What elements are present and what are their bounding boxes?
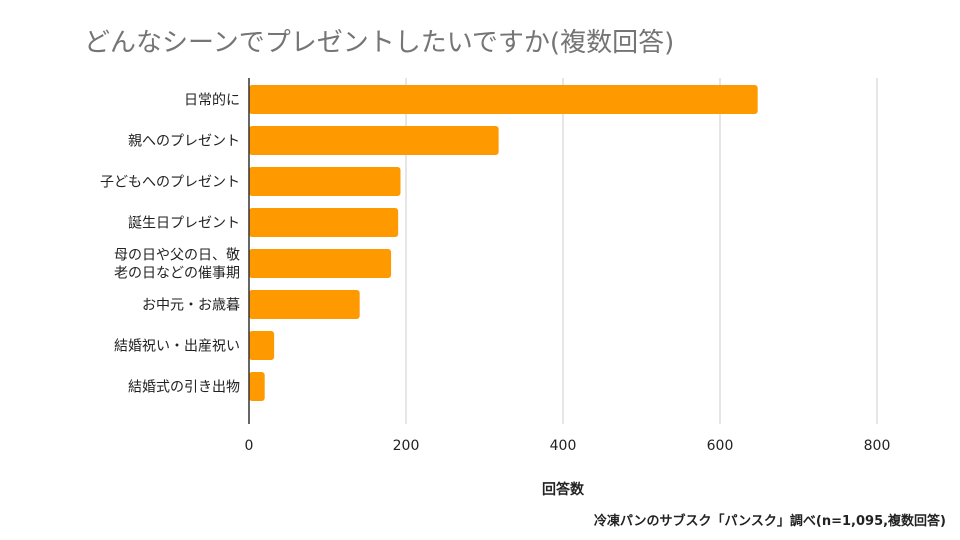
bar xyxy=(249,331,275,360)
category-label: 親へのプレゼント xyxy=(128,134,240,150)
bar xyxy=(249,249,392,278)
x-tick-label: 600 xyxy=(707,438,734,454)
x-tick-label: 400 xyxy=(550,438,577,454)
category-label: 誕生日プレゼント xyxy=(128,216,240,232)
bar xyxy=(249,85,758,114)
bar xyxy=(249,208,399,237)
x-tick-label: 200 xyxy=(393,438,420,454)
bars xyxy=(249,85,758,401)
chart-title: どんなシーンでプレゼントしたいですか(複数回答) xyxy=(84,28,675,58)
x-tick-label: 800 xyxy=(864,438,891,454)
category-label: 母の日や父の日、敬 xyxy=(114,248,240,264)
bar xyxy=(249,126,499,155)
source-note: 冷凍パンのサブスク「パンスク」調べ(n=1,095,複数回答) xyxy=(593,514,946,529)
x-axis-title: 回答数 xyxy=(542,481,585,498)
category-labels: 日常的に親へのプレゼント子どもへのプレゼント誕生日プレゼント母の日や父の日、敬老… xyxy=(100,93,240,396)
bar xyxy=(249,372,265,401)
bar xyxy=(249,290,360,319)
x-tick-labels: 0 200 400 600 800 xyxy=(245,438,891,454)
category-label: お中元・お歳暮 xyxy=(142,298,240,314)
category-label: 子どもへのプレゼント xyxy=(100,175,240,191)
bar xyxy=(249,167,401,196)
x-tick-label: 0 xyxy=(245,438,254,454)
category-label: 結婚祝い・出産祝い xyxy=(114,339,240,355)
category-label: 結婚式の引き出物 xyxy=(128,380,240,396)
category-label: 日常的に xyxy=(184,93,240,109)
category-label: 老の日などの催事期 xyxy=(114,266,240,282)
